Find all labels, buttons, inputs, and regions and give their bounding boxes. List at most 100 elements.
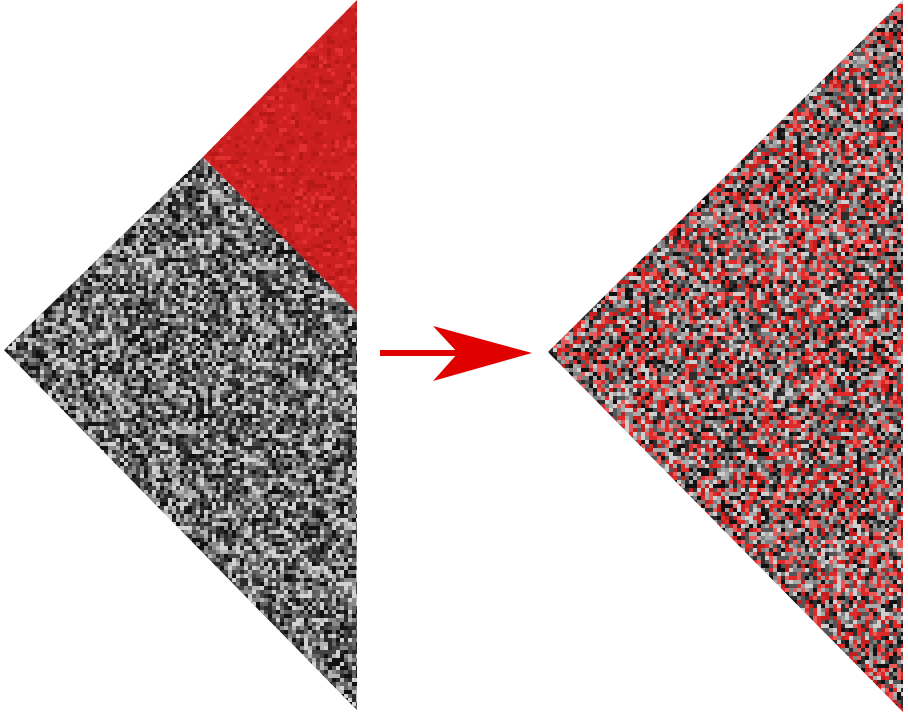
noise-cell	[76, 226, 80, 230]
noise-cell	[120, 190, 124, 194]
noise-cell	[20, 190, 24, 194]
noise-cell	[168, 290, 172, 294]
noise-cell	[256, 302, 260, 306]
noise-cell	[60, 230, 64, 234]
noise-cell	[284, 334, 288, 338]
noise-cell	[60, 170, 64, 174]
noise-cell	[200, 326, 208, 330]
noise-cell	[68, 194, 76, 198]
noise-cell	[168, 362, 172, 366]
noise-cell	[60, 226, 64, 230]
noise-cell	[212, 326, 216, 330]
noise-cell	[272, 278, 276, 282]
noise-cell	[92, 310, 96, 314]
noise-cell	[32, 218, 36, 222]
noise-cell	[340, 334, 344, 338]
noise-cell	[88, 326, 92, 330]
noise-cell	[164, 226, 168, 230]
noise-cell	[276, 378, 280, 382]
noise-cell	[152, 326, 156, 330]
noise-cell	[140, 194, 144, 198]
noise-cell	[72, 366, 76, 370]
noise-cell	[268, 266, 272, 270]
noise-cell	[220, 362, 224, 366]
noise-cell	[308, 358, 312, 362]
noise-cell	[112, 298, 116, 302]
noise-cell	[224, 250, 228, 254]
noise-cell	[100, 210, 104, 214]
noise-cell	[140, 382, 144, 386]
noise-cell	[228, 382, 232, 386]
noise-cell	[176, 342, 180, 346]
noise-cell	[20, 218, 24, 222]
noise-cell	[112, 182, 116, 186]
noise-cell	[284, 374, 288, 378]
noise-cell	[8, 362, 12, 366]
noise-cell	[48, 190, 56, 194]
noise-cell	[132, 150, 140, 154]
noise-cell	[132, 326, 136, 330]
noise-cell	[288, 286, 292, 290]
noise-cell	[36, 274, 44, 278]
noise-cell	[28, 242, 32, 246]
noise-cell	[200, 330, 204, 334]
noise-cell	[240, 266, 244, 270]
noise-cell	[192, 258, 196, 262]
noise-cell	[160, 342, 164, 346]
noise-cell	[164, 290, 168, 294]
noise-cell	[192, 206, 196, 210]
noise-cell	[44, 182, 52, 186]
noise-cell	[184, 246, 188, 250]
noise-cell	[204, 246, 208, 250]
noise-cell	[356, 318, 357, 322]
noise-cell	[176, 370, 180, 374]
noise-cell	[152, 314, 156, 318]
noise-cell	[112, 206, 116, 210]
noise-cell	[328, 306, 332, 310]
noise-cell	[300, 342, 304, 346]
noise-cell	[264, 222, 268, 226]
noise-cell	[208, 366, 212, 370]
noise-cell	[8, 210, 12, 214]
noise-cell	[288, 322, 292, 326]
noise-cell	[256, 266, 260, 270]
noise-cell	[16, 266, 24, 270]
noise-cell	[160, 298, 164, 302]
noise-cell	[64, 334, 68, 338]
noise-cell	[24, 362, 28, 366]
noise-cell	[20, 282, 24, 286]
noise-cell	[212, 222, 216, 226]
noise-cell	[232, 214, 236, 218]
noise-cell	[324, 358, 328, 362]
noise-cell	[188, 150, 192, 154]
noise-cell	[136, 254, 140, 258]
noise-cell	[256, 370, 260, 374]
noise-cell	[112, 214, 116, 218]
noise-cell	[136, 326, 140, 330]
noise-cell	[48, 286, 52, 290]
noise-cell	[92, 322, 96, 326]
noise-cell	[276, 258, 280, 262]
noise-cell	[212, 274, 216, 278]
noise-cell	[252, 214, 256, 218]
noise-cell	[240, 294, 244, 298]
noise-cell	[200, 190, 204, 194]
noise-cell	[84, 254, 92, 258]
noise-cell	[188, 234, 192, 238]
noise-cell	[252, 250, 256, 254]
noise-cell	[116, 306, 120, 310]
noise-cell	[36, 238, 40, 242]
noise-cell	[196, 342, 200, 346]
noise-cell	[168, 386, 172, 390]
noise-cell	[76, 234, 80, 238]
noise-cell	[292, 274, 296, 278]
noise-cell	[16, 258, 20, 262]
noise-cell	[140, 250, 144, 254]
noise-cell	[176, 294, 180, 298]
noise-cell	[340, 330, 344, 334]
noise-cell	[100, 206, 108, 210]
noise-cell	[264, 386, 268, 390]
noise-cell	[16, 174, 20, 178]
noise-cell	[224, 226, 228, 230]
noise-cell	[4, 162, 8, 166]
